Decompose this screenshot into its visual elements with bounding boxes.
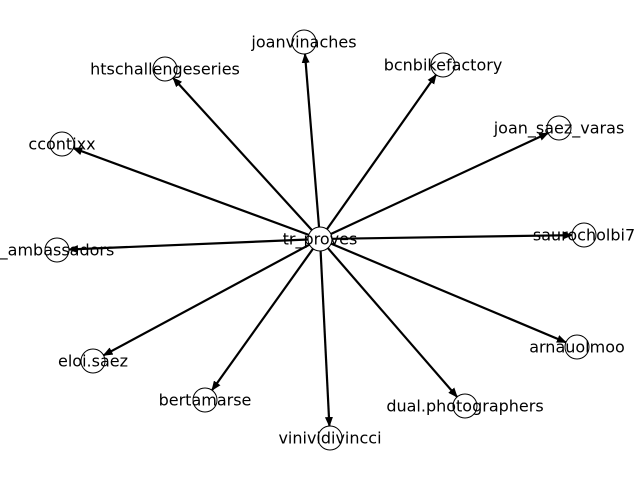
- node-label-arnauolmoo: arnauolmoo: [529, 338, 625, 357]
- edge-tr_proves-to-saurocholbi7: [331, 231, 574, 240]
- node-bcnbikefactory: [430, 52, 456, 78]
- node-dual.photographers: [452, 393, 478, 419]
- node-joan_saez_varas: [546, 115, 572, 141]
- nodes-layer: [44, 29, 597, 451]
- node-tr_proves: [307, 226, 333, 252]
- node-ccontixx: [49, 131, 75, 157]
- edge-tr_proves-to-vinividivincci: [319, 250, 333, 428]
- node-label-bertamarse: bertamarse: [159, 391, 252, 410]
- node-htschallengeseries: [152, 56, 178, 82]
- edge-tr_proves-to-bertamarse: [211, 248, 314, 392]
- edge-tr_proves-to-dual.photographers: [327, 247, 458, 398]
- node-label-saurocholbi7: saurocholbi7: [533, 226, 635, 245]
- edge-tr_proves-to-joan_saez_varas: [330, 132, 550, 235]
- edge-tr_proves-to-ambassadors: [67, 238, 309, 254]
- node-label-ambassadors: _ambassadors: [0, 241, 114, 261]
- node-label-joanvinaches: joanvinaches: [250, 33, 356, 52]
- node-label-eloi.saez: eloi.saez: [58, 352, 128, 371]
- node-label-bcnbikefactory: bcnbikefactory: [384, 56, 503, 75]
- edge-tr_proves-to-ccontixx: [72, 147, 310, 236]
- edge-tr_proves-to-eloi.saez: [102, 243, 310, 357]
- edge-tr_proves-to-joanvinaches: [301, 52, 321, 228]
- edge-tr_proves-to-htschallengeseries: [172, 77, 313, 231]
- node-label-ccontixx: ccontixx: [28, 135, 95, 154]
- node-saurocholbi7: [571, 222, 597, 248]
- node-bertamarse: [192, 387, 218, 413]
- node-label-vinividivincci: vinividivincci: [278, 429, 381, 448]
- labels-layer: tr_proves joanvinaches htschallengeseries b…: [0, 33, 635, 448]
- edge-tr_proves-to-arnauolmoo: [330, 242, 567, 344]
- node-label-joan_saez_varas: joan_saez_varas: [493, 119, 625, 139]
- node-vinividivincci: [317, 425, 343, 451]
- node-ambassadors: [44, 237, 70, 263]
- node-eloi.saez: [80, 348, 106, 374]
- node-label-htschallengeseries: htschallengeseries: [90, 60, 240, 79]
- edge-tr_proves-to-bcnbikefactory: [326, 73, 437, 230]
- node-label-dual.photographers: dual.photographers: [386, 397, 543, 416]
- node-arnauolmoo: [564, 334, 590, 360]
- node-joanvinaches: [291, 29, 317, 55]
- edges-layer: [67, 52, 574, 428]
- node-label-tr_proves: tr_proves: [283, 230, 358, 250]
